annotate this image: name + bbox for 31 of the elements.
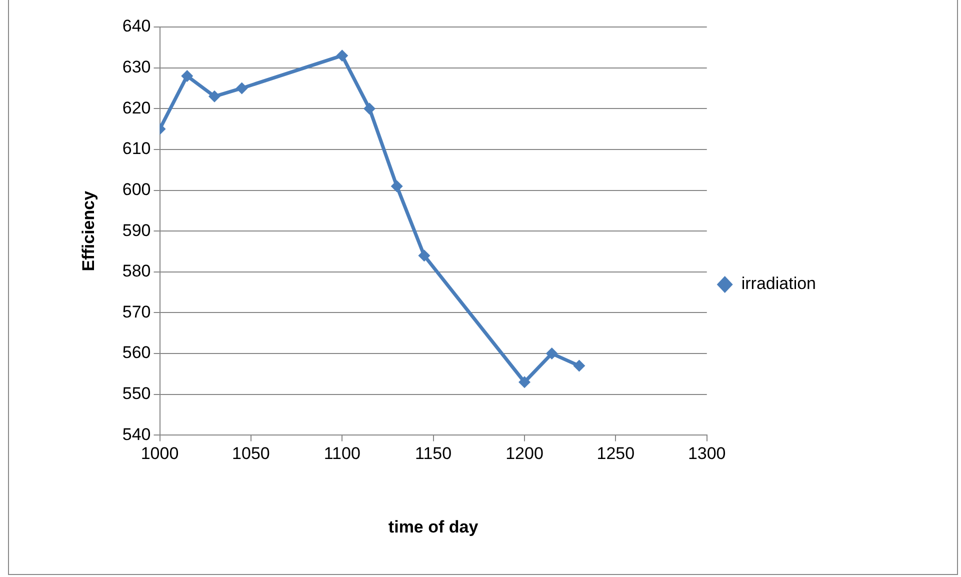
y-tick-label: 590 — [122, 220, 151, 240]
point — [208, 90, 220, 102]
x-axis-title: time of day — [388, 517, 479, 536]
x-tick-label: 1000 — [140, 444, 179, 464]
point — [418, 250, 430, 262]
x-tick-label: 1250 — [596, 444, 635, 464]
y-axis-title: Efficiency — [78, 190, 98, 272]
point — [573, 360, 586, 372]
x-tick-label: 1100 — [324, 444, 360, 464]
point — [236, 82, 248, 94]
y-tick-label: 550 — [122, 384, 151, 404]
legend-label: irradiation — [741, 274, 816, 294]
y-tick-label: 620 — [122, 98, 151, 118]
point — [390, 180, 403, 192]
y-tick-label: 610 — [122, 139, 151, 158]
x-tick-label: 1300 — [688, 444, 726, 464]
x-tick-label: 1050 — [232, 444, 270, 464]
y-tick-label: 570 — [122, 302, 151, 322]
y-tick-label: 630 — [122, 58, 151, 77]
y-tick-label: 560 — [122, 343, 151, 362]
point — [546, 348, 558, 360]
point — [336, 50, 348, 62]
y-tick-label: 640 — [122, 16, 151, 36]
point — [518, 376, 530, 388]
y-tick-label: 540 — [122, 424, 151, 444]
x-tick-label: 1200 — [506, 444, 544, 464]
x-tick-label: 1150 — [415, 444, 452, 464]
y-tick-label: 600 — [122, 180, 151, 199]
y-tick-label: 580 — [122, 262, 151, 281]
point — [363, 102, 376, 115]
point — [181, 70, 194, 82]
